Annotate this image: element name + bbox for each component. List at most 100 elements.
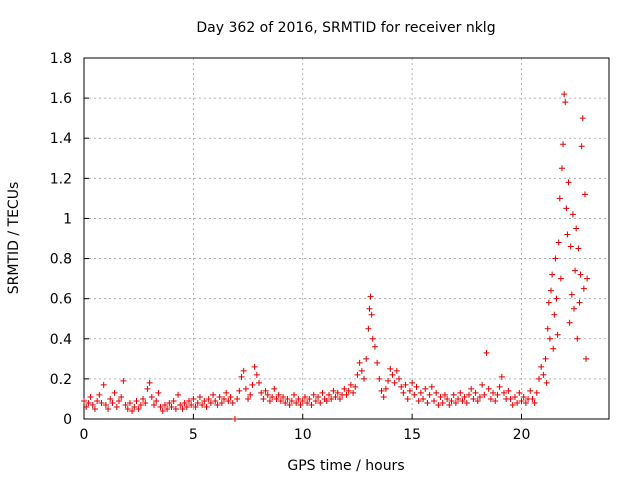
data-point [258,389,265,396]
data-point [444,395,451,402]
data-point [317,399,324,406]
data-point [203,403,210,410]
data-point [581,191,588,198]
data-point [554,331,561,338]
data-point [284,395,291,402]
data-point [264,391,271,398]
y-tick-label: 1.6 [50,91,72,107]
data-point [122,401,129,408]
data-point [343,391,350,398]
data-point [422,385,429,392]
data-point [299,397,306,404]
data-point [393,367,400,374]
data-point [542,355,549,362]
data-point [229,399,236,406]
data-point [466,391,472,398]
data-point [347,381,354,388]
data-point [498,373,505,380]
data-point [496,383,503,390]
data-point [483,349,490,356]
data-point [374,359,381,366]
data-point [527,387,534,394]
data-point [450,391,457,398]
data-point [424,399,431,406]
data-point [212,397,219,404]
data-point [574,335,581,342]
data-point [420,395,427,402]
data-point [116,397,122,404]
data-point [275,391,282,398]
data-point [196,393,203,400]
data-point [558,165,565,172]
data-point [111,389,118,396]
data-point [164,405,171,412]
data-point [358,367,365,374]
data-points [81,91,591,422]
data-point [481,391,488,398]
data-point [376,375,383,382]
data-point [391,379,398,386]
data-point [131,403,138,410]
chart-title: Day 362 of 2016, SRMTID for receiver nkl… [196,20,495,36]
data-point [560,141,567,148]
data-point [308,401,315,408]
data-point [323,397,330,404]
data-point [227,393,234,400]
y-tick-label: 0.4 [50,332,72,348]
y-tick-label: 1.8 [50,51,72,67]
data-point [109,399,116,406]
x-axis-label: GPS time / hours [287,458,404,474]
data-point [584,275,591,282]
data-point [550,345,557,352]
data-point [312,397,319,404]
grid-layer [84,58,609,419]
data-point [280,393,287,400]
data-point [404,395,411,402]
y-tick-label: 0.8 [50,252,72,268]
data-point [367,293,374,300]
data-point [262,387,269,394]
data-point [455,395,462,402]
data-point [409,379,416,386]
data-point [551,311,558,318]
data-point [415,397,422,404]
data-point [387,365,394,372]
y-tick-label: 1 [63,211,72,227]
data-point [433,389,440,396]
data-point [293,399,300,406]
data-point [452,399,459,406]
data-point [569,211,576,218]
data-point [295,395,302,402]
data-point [341,385,348,392]
data-point [520,393,527,400]
data-point [561,91,568,98]
data-point [126,399,133,406]
data-point [161,401,168,408]
data-point [155,389,162,396]
data-point [245,395,252,402]
y-tick-label: 0.6 [50,292,72,308]
data-point [567,243,574,250]
data-point [89,401,96,408]
data-point [192,403,199,410]
data-point [366,305,373,312]
data-point [201,397,208,404]
data-point [378,387,385,394]
data-point [350,389,357,396]
data-point [113,403,120,410]
data-point [516,389,523,396]
data-point [102,401,109,408]
data-point [555,239,562,246]
data-point [218,399,225,406]
data-point [105,405,112,412]
data-point [273,395,280,402]
data-point [207,399,214,406]
data-point [234,395,241,402]
plot-frame [83,57,610,420]
data-point [135,405,142,412]
x-tick-label: 20 [513,427,531,443]
data-point [406,387,413,394]
data-point [266,397,273,404]
data-point [426,391,433,398]
data-point [210,391,217,398]
